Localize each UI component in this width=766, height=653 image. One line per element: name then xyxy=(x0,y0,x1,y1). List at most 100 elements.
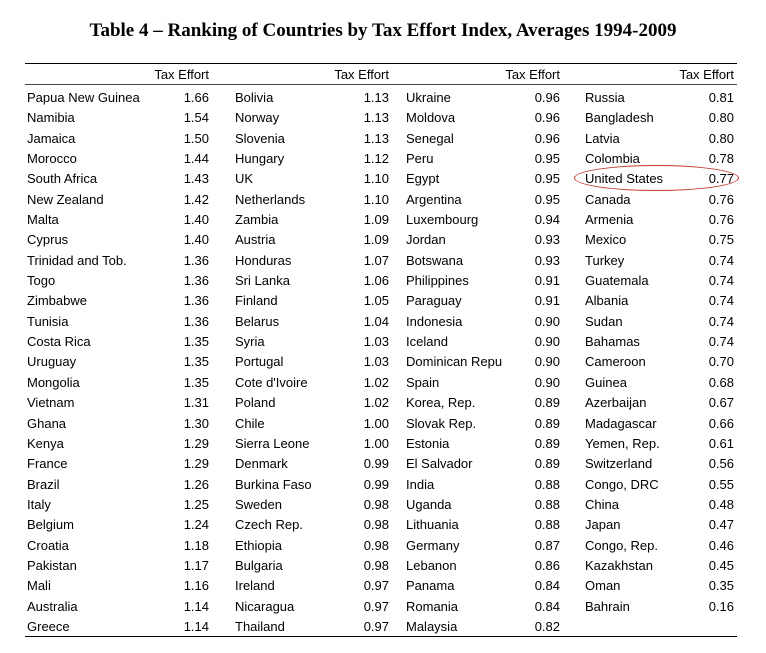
table-row: Argentina 0.95 xyxy=(406,190,560,210)
tax-effort-value: 1.16 xyxy=(183,578,209,594)
tax-effort-value: 0.68 xyxy=(708,374,734,390)
table-row: Congo, DRC 0.55 xyxy=(585,475,734,495)
tax-effort-value: 0.99 xyxy=(363,456,389,472)
table-row: Zambia 1.09 xyxy=(235,210,389,230)
country-name: Congo, DRC xyxy=(585,476,659,492)
table-row: Togo 1.36 xyxy=(27,271,209,291)
tax-effort-value: 0.88 xyxy=(534,517,560,533)
table-row: Zimbabwe 1.36 xyxy=(27,291,209,311)
tax-effort-value: 0.91 xyxy=(534,293,560,309)
table-row: Australia 1.14 xyxy=(27,597,209,617)
tax-effort-value: 0.84 xyxy=(534,598,560,614)
tax-effort-value: 0.88 xyxy=(534,496,560,512)
country-name: Guatemala xyxy=(585,273,649,289)
table-row: Russia 0.81 xyxy=(585,88,734,108)
tax-effort-value: 1.07 xyxy=(363,252,389,268)
table-row: Belarus 1.04 xyxy=(235,312,389,332)
table-row: Jamaica 1.50 xyxy=(27,129,209,149)
table-row: Armenia 0.76 xyxy=(585,210,734,230)
table-row: Mongolia 1.35 xyxy=(27,373,209,393)
tax-effort-value: 0.45 xyxy=(708,557,734,573)
table-column-1: Tax Effort Papua New Guinea 1.66 Namibia 1.… xyxy=(27,66,209,637)
tax-effort-value: 0.98 xyxy=(363,496,389,512)
tax-effort-value: 1.09 xyxy=(363,232,389,248)
country-name: Japan xyxy=(585,517,621,533)
country-name: Argentina xyxy=(406,191,462,207)
country-name: Colombia xyxy=(585,151,640,167)
tax-effort-value: 0.82 xyxy=(534,618,560,634)
tax-effort-value: 0.97 xyxy=(363,598,389,614)
country-name: Slovenia xyxy=(235,130,285,146)
country-name: Honduras xyxy=(235,252,292,268)
country-name: Papua New Guinea xyxy=(27,90,140,105)
tax-effort-value: 0.96 xyxy=(534,110,560,126)
country-name: Nicaragua xyxy=(235,598,295,614)
table-row: France 1.29 xyxy=(27,454,209,474)
country-name: Bolivia xyxy=(235,90,274,105)
table-row: Netherlands 1.10 xyxy=(235,190,389,210)
country-name: Ghana xyxy=(27,415,67,431)
table-row: Guinea 0.68 xyxy=(585,373,734,393)
tax-effort-value: 0.90 xyxy=(534,313,560,329)
table-row: Burkina Faso 0.99 xyxy=(235,475,389,495)
tax-effort-value: 0.96 xyxy=(534,130,560,146)
tax-effort-value: 0.74 xyxy=(708,313,734,329)
tax-effort-value: 1.43 xyxy=(183,171,209,187)
tax-effort-value: 0.87 xyxy=(534,537,560,553)
table-row: Sudan 0.74 xyxy=(585,312,734,332)
table-row: Latvia 0.80 xyxy=(585,129,734,149)
tax-effort-value: 0.90 xyxy=(534,354,560,370)
country-name: UK xyxy=(235,171,254,187)
table-row: Dominican Repu 0.90 xyxy=(406,352,560,372)
tax-effort-value: 1.02 xyxy=(363,374,389,390)
country-name: Cyprus xyxy=(27,232,69,248)
table-row: Iceland 0.90 xyxy=(406,332,560,352)
country-name: India xyxy=(406,476,435,492)
table-row: Madagascar 0.66 xyxy=(585,414,734,434)
country-name: Australia xyxy=(27,598,78,614)
table-row: Yemen, Rep. 0.61 xyxy=(585,434,734,454)
table-row: China 0.48 xyxy=(585,495,734,515)
country-name: France xyxy=(27,456,68,472)
table-row: Spain 0.90 xyxy=(406,373,560,393)
column-rows: Bolivia 1.13 Norway 1.13 Slovenia 1.13 Hungary… xyxy=(235,88,389,637)
tax-effort-value: 1.04 xyxy=(363,313,389,329)
tax-effort-value: 0.98 xyxy=(363,537,389,553)
table-row: Belgium 1.24 xyxy=(27,515,209,535)
table-row: Egypt 0.95 xyxy=(406,169,560,189)
tax-effort-value: 0.61 xyxy=(708,435,734,451)
table-row: Trinidad and Tob. 1.36 xyxy=(27,251,209,271)
tax-effort-value: 0.95 xyxy=(534,151,560,167)
table-row: Moldova 0.96 xyxy=(406,108,560,128)
tax-effort-value: 1.29 xyxy=(183,456,209,472)
table-row: Vietnam 1.31 xyxy=(27,393,209,413)
country-name: Jamaica xyxy=(27,130,76,146)
table-row: Malta 1.40 xyxy=(27,210,209,230)
table-row: Oman 0.35 xyxy=(585,576,734,596)
country-name: Austria xyxy=(235,232,276,248)
tax-effort-value: 0.66 xyxy=(708,415,734,431)
table-row: Croatia 1.18 xyxy=(27,536,209,556)
table-row: Ethiopia 0.98 xyxy=(235,536,389,556)
table-row: Indonesia 0.90 xyxy=(406,312,560,332)
country-name: Oman xyxy=(585,578,621,594)
tax-effort-value: 1.05 xyxy=(363,293,389,309)
tax-effort-value: 0.74 xyxy=(708,293,734,309)
header-rule xyxy=(25,84,737,85)
country-name: Netherlands xyxy=(235,191,306,207)
tax-effort-value: 0.97 xyxy=(363,578,389,594)
country-name: Luxembourg xyxy=(406,212,479,228)
table-row: Philippines 0.91 xyxy=(406,271,560,291)
tax-effort-value: 1.36 xyxy=(183,273,209,289)
table-row: Bangladesh 0.80 xyxy=(585,108,734,128)
table-row: Tunisia 1.36 xyxy=(27,312,209,332)
country-name: United States xyxy=(585,171,664,187)
tax-effort-value: 0.35 xyxy=(708,578,734,594)
tax-effort-value: 1.00 xyxy=(363,435,389,451)
country-name: New Zealand xyxy=(27,191,104,207)
country-name: China xyxy=(585,496,619,512)
table-row: Guatemala 0.74 xyxy=(585,271,734,291)
tax-effort-value: 0.74 xyxy=(708,252,734,268)
table-row: Bahamas 0.74 xyxy=(585,332,734,352)
table-row: South Africa 1.43 xyxy=(27,169,209,189)
